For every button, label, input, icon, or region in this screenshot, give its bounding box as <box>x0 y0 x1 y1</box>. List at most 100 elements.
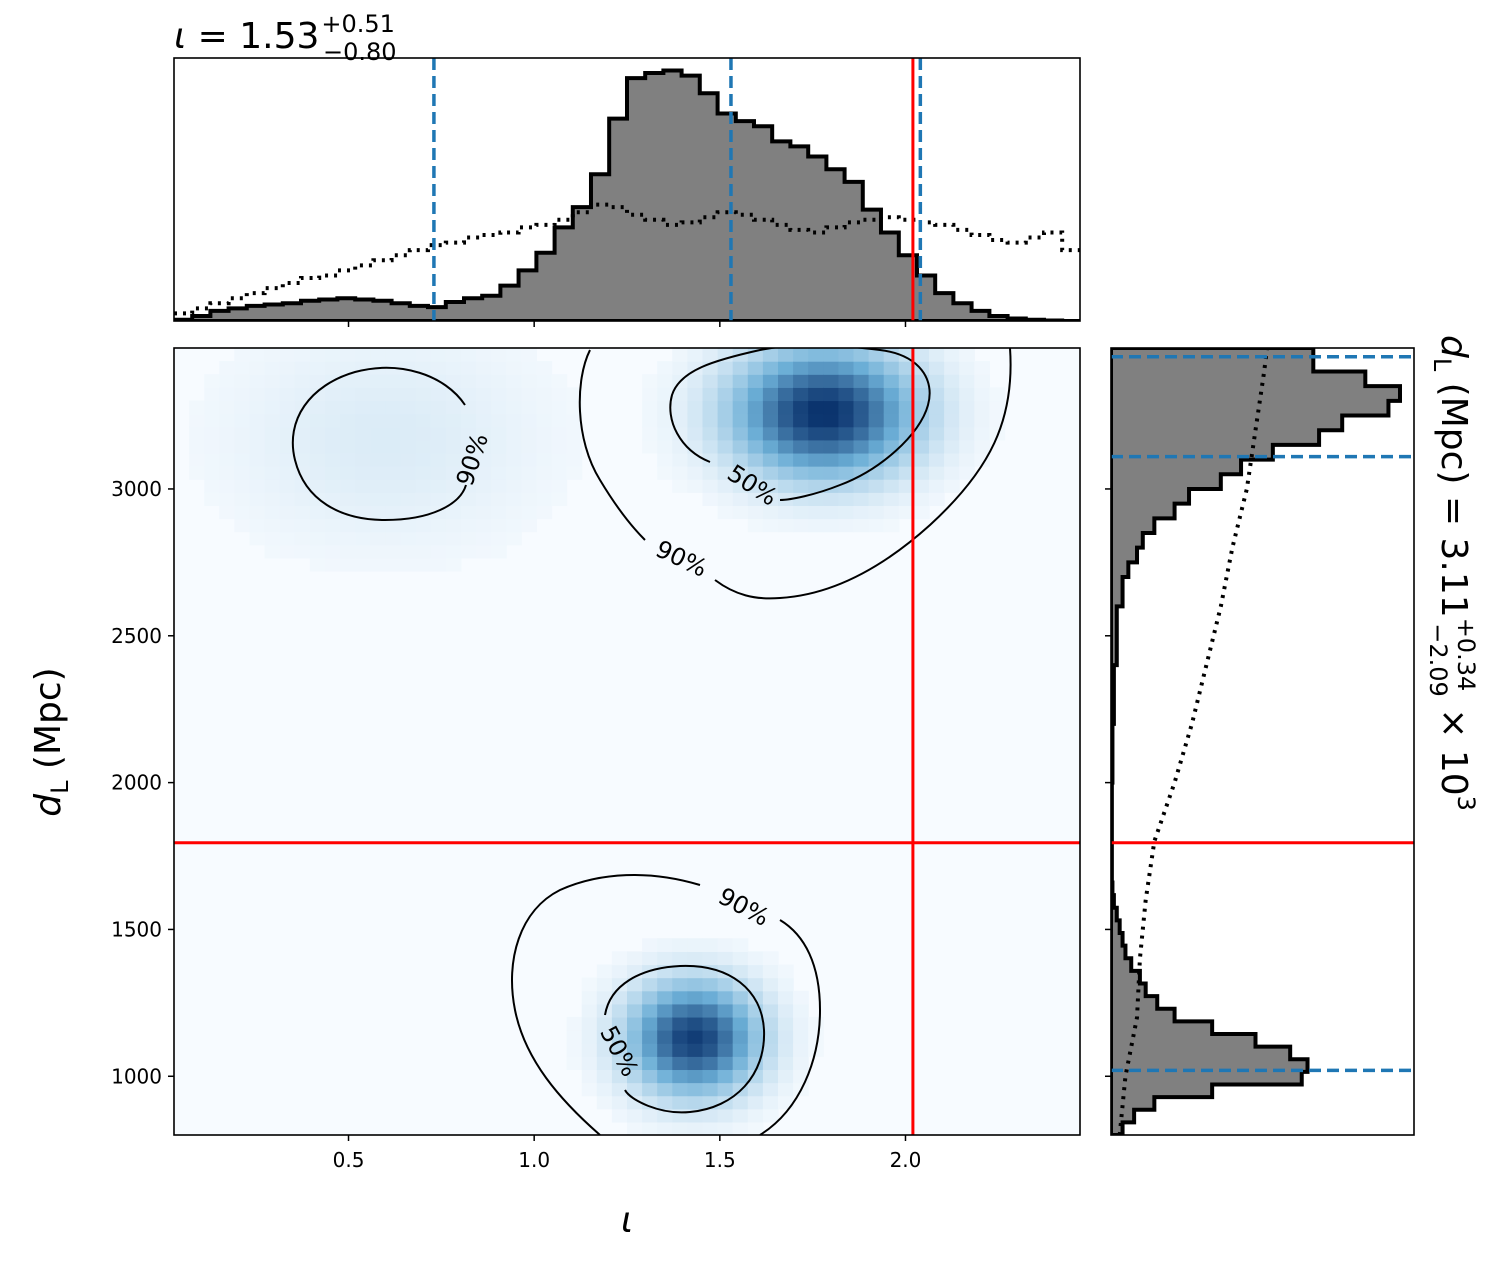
heatmap-cell <box>279 544 296 559</box>
heatmap-cell <box>521 413 537 428</box>
heatmap-cell <box>611 1056 628 1071</box>
heatmap-cell <box>536 492 553 506</box>
heatmap-cell <box>279 413 296 428</box>
heatmap-cell <box>491 348 507 362</box>
heatmap-cell <box>687 1095 704 1110</box>
heatmap-cell <box>898 361 915 375</box>
heatmap-cell <box>611 1003 628 1018</box>
heatmap-cell <box>868 413 885 428</box>
heatmap-cell <box>596 977 613 992</box>
heatmap-cell <box>234 387 251 402</box>
heatmap-cell <box>913 387 930 402</box>
heatmap-cell <box>762 374 779 388</box>
heatmap-cell <box>883 426 900 441</box>
heatmap-cell <box>204 413 220 428</box>
top-histogram-data <box>174 58 1080 321</box>
heatmap-cell <box>611 951 628 966</box>
heatmap-cell <box>264 544 281 559</box>
heatmap-cell <box>778 426 794 441</box>
heatmap-cell <box>521 492 537 506</box>
heatmap-cell <box>762 1003 779 1018</box>
heatmap-cell <box>747 1030 764 1044</box>
heatmap-cell <box>778 977 794 992</box>
heatmap-cell <box>717 479 734 493</box>
heatmap-cell <box>415 452 432 467</box>
heatmap-cell <box>566 1043 583 1057</box>
heatmap-cell <box>385 531 402 546</box>
heatmap-cell <box>415 557 432 572</box>
joint-panel-ticks: 0.5 1.0 1.5 2.0 1000 1500 2000 2500 3000 <box>111 477 921 1172</box>
heatmap-cell <box>762 348 779 362</box>
heatmap-cell <box>642 1043 658 1057</box>
heatmap-cell <box>219 361 235 375</box>
heatmap-cell <box>657 466 673 480</box>
heatmap-cell <box>264 387 281 402</box>
heatmap-cell <box>491 492 507 506</box>
heatmap-cell <box>566 1016 583 1031</box>
heatmap-cell <box>491 413 507 428</box>
heatmap-cell <box>642 938 658 952</box>
heatmap-cell <box>430 439 447 454</box>
heatmap-cell <box>294 348 311 362</box>
heatmap-cell <box>460 505 477 520</box>
heatmap-cell <box>476 361 492 375</box>
heatmap-cell <box>778 361 794 375</box>
heatmap-cell <box>672 964 688 979</box>
heatmap-cell <box>657 374 673 388</box>
heatmap-cell <box>536 413 553 428</box>
heatmap-cell <box>762 518 779 533</box>
heatmap-cell <box>898 413 915 428</box>
heatmap-cell <box>219 492 235 506</box>
heatmap-cell <box>762 1043 779 1057</box>
heatmap-cell <box>702 951 719 966</box>
heatmap-cell <box>808 426 824 441</box>
heatmap-cell <box>702 387 719 402</box>
heatmap-cell <box>898 400 915 415</box>
heatmap-cell <box>596 1030 613 1044</box>
heatmap-cell <box>234 426 251 441</box>
heatmap-cell <box>778 1043 794 1057</box>
heatmap-cell <box>234 348 251 362</box>
heatmap-cell <box>476 374 492 388</box>
heatmap-cell <box>340 452 356 467</box>
heatmap-cell <box>581 1016 598 1031</box>
heatmap-cell <box>747 374 764 388</box>
heatmap-cell <box>657 1095 673 1110</box>
heatmap-cell <box>445 374 462 388</box>
heatmap-cell <box>732 938 749 952</box>
heatmap-cell <box>340 518 356 533</box>
heatmap-cell <box>219 426 235 441</box>
heatmap-cell <box>687 964 704 979</box>
heatmap-cell <box>536 387 553 402</box>
heatmap-cell <box>249 400 266 415</box>
heatmap-cell <box>929 452 945 467</box>
heatmap-cell <box>355 348 371 362</box>
heatmap-cell <box>732 374 749 388</box>
heatmap-cell <box>460 531 477 546</box>
heatmap-cell <box>762 426 779 441</box>
heatmap-cell <box>883 505 900 520</box>
heatmap-cell <box>732 1003 749 1018</box>
heatmap-cell <box>747 951 764 966</box>
heatmap-cell <box>732 452 749 467</box>
heatmap-cell <box>506 400 522 415</box>
heatmap-cell <box>445 557 462 572</box>
heatmap-cell <box>687 374 704 388</box>
heatmap-cell <box>838 387 855 402</box>
heatmap-cell <box>778 518 794 533</box>
heatmap-cell <box>808 361 824 375</box>
y-tick-label-4: 3000 <box>111 477 162 501</box>
contour-50-lower <box>604 964 766 1114</box>
heatmap-cell <box>219 452 235 467</box>
heatmap-cell <box>898 387 915 402</box>
heatmap-cell <box>823 492 839 506</box>
heatmap-cell <box>913 348 930 362</box>
heatmap-cell <box>687 1069 704 1084</box>
heatmap-cell <box>294 492 311 506</box>
heatmap-cell <box>551 452 568 467</box>
heatmap-cell <box>778 374 794 388</box>
heatmap-cell <box>657 1003 673 1018</box>
heatmap-cell <box>793 466 809 480</box>
heatmap-cell <box>627 1108 643 1123</box>
heatmap-cell <box>974 413 990 428</box>
